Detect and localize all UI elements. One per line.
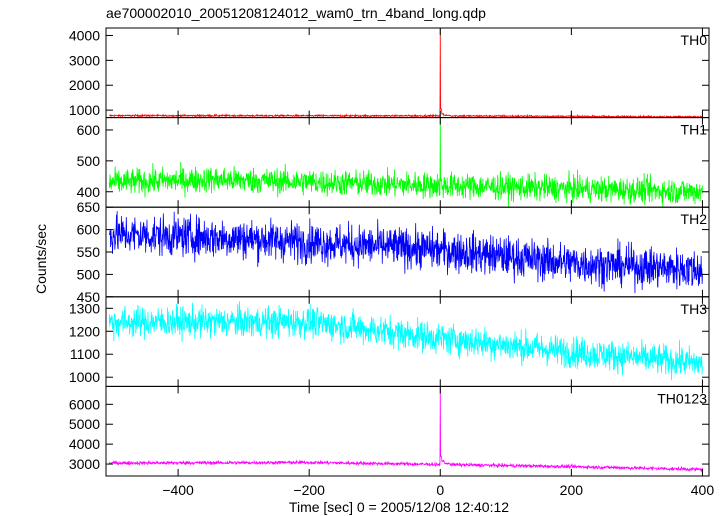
chart-title: ae700002010_20051208124012_wam0_trn_4ban… <box>106 5 486 21</box>
x-tick-label: −400 <box>162 482 194 498</box>
panel-label: TH0 <box>681 32 708 48</box>
panel-frame <box>105 27 710 119</box>
series-line-th1 <box>108 117 703 208</box>
y-tick-label: 1300 <box>69 300 100 316</box>
panel-th0: 1000 2000 3000 4000 TH0 <box>69 27 710 119</box>
series-line-th2 <box>108 211 703 294</box>
x-tick-label: 400 <box>691 482 715 498</box>
series-line-th0 <box>109 28 703 118</box>
y-axis-label: Counts/sec <box>33 224 49 294</box>
panel-label: TH3 <box>681 301 708 317</box>
x-tick-label: 200 <box>560 482 584 498</box>
y-tick-label: 5000 <box>69 416 100 432</box>
panel-frame <box>105 385 710 477</box>
y-tick-label: 550 <box>77 244 101 260</box>
y-tick-label: 2000 <box>69 77 100 93</box>
panel-label: TH0123 <box>657 390 707 406</box>
y-tick-label: 1000 <box>69 369 100 385</box>
y-tick-label: 500 <box>77 153 101 169</box>
panel-label: TH2 <box>681 211 708 227</box>
y-tick-label: 450 <box>77 289 101 305</box>
y-tick-label: 500 <box>77 266 101 282</box>
x-tick-label: −200 <box>293 482 325 498</box>
series-line-th0123 <box>108 386 703 473</box>
y-tick-label: 1200 <box>69 323 100 339</box>
y-tick-label: 650 <box>77 199 101 215</box>
y-tick-label: 3000 <box>69 52 100 68</box>
panel-th3: 1000 1100 1200 1300 TH3 <box>69 296 710 387</box>
panel-th2: 450 500 550 600 650 TH2 <box>77 199 710 305</box>
y-tick-label: 4000 <box>69 436 100 452</box>
x-tick-label: 0 <box>436 482 444 498</box>
x-axis-label: Time [sec] 0 = 2005/12/08 12:40:12 <box>289 499 509 515</box>
series-line-th3 <box>108 301 703 381</box>
panel-th1: 400 500 600 TH1 <box>77 117 710 208</box>
y-tick-label: 600 <box>77 222 101 238</box>
y-tick-label: 1100 <box>70 346 100 362</box>
panel-label: TH1 <box>681 122 708 138</box>
y-tick-label: 600 <box>77 122 101 138</box>
panel-frame <box>105 296 710 387</box>
y-tick-label: 1000 <box>69 102 100 118</box>
y-tick-label: 400 <box>77 184 101 200</box>
y-tick-label: 6000 <box>69 396 100 412</box>
y-tick-label: 3000 <box>69 456 100 472</box>
panel-th0123: 3000 4000 5000 6000 TH0123 <box>69 385 710 477</box>
y-tick-label: 4000 <box>69 27 100 43</box>
